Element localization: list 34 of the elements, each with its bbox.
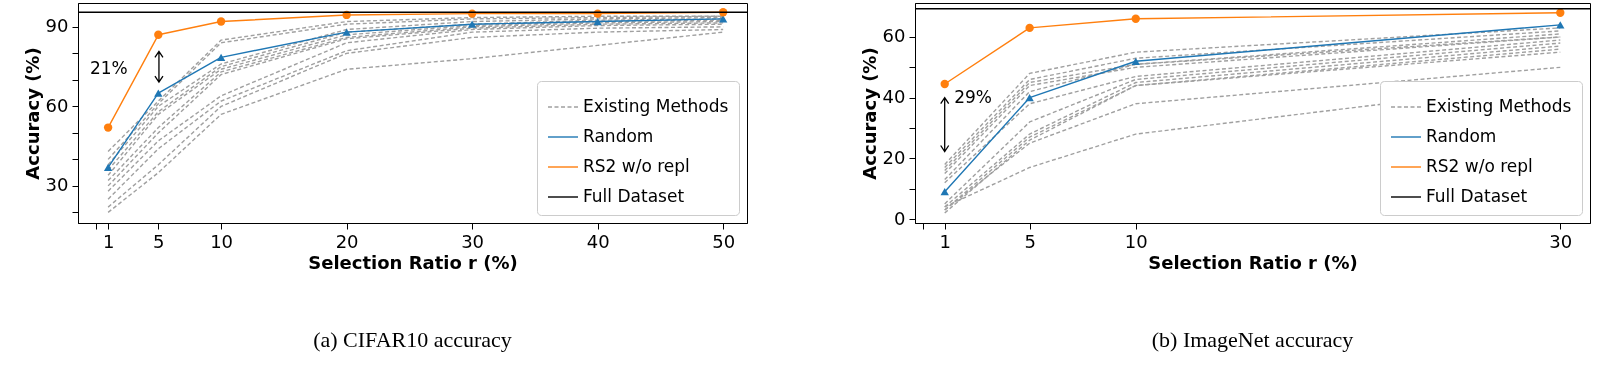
annotation: 21% bbox=[89, 58, 128, 78]
x-axis-title: Selection Ratio r (%) bbox=[1148, 251, 1358, 273]
y-tick-label: 30 bbox=[45, 174, 69, 196]
y-tick-label: 60 bbox=[45, 94, 69, 116]
x-tick-label: 40 bbox=[586, 230, 610, 252]
y-axis-title: Accuracy (%) bbox=[21, 47, 43, 180]
legend-label: Random bbox=[1426, 126, 1497, 146]
y-tick-label: 90 bbox=[45, 15, 69, 37]
x-tick-label: 30 bbox=[461, 230, 485, 252]
legend-label: RS2 w/o repl bbox=[583, 156, 690, 176]
text: (a) CIFAR10 accuracy bbox=[313, 327, 512, 352]
x-tick-label: 50 bbox=[712, 230, 736, 252]
y-tick-label: 40 bbox=[882, 86, 906, 108]
x-tick-label: 1 bbox=[102, 230, 115, 252]
y-tick-label: 20 bbox=[882, 146, 906, 168]
x-tick-label: 10 bbox=[1124, 230, 1148, 252]
legend-label: Existing Methods bbox=[583, 96, 729, 116]
x-tick-label: 20 bbox=[335, 230, 359, 252]
legend-label: Random bbox=[583, 126, 654, 146]
y-axis-title: Accuracy (%) bbox=[858, 47, 880, 180]
x-tick-label: 10 bbox=[210, 230, 234, 252]
legend-label: RS2 w/o repl bbox=[1426, 156, 1533, 176]
legend-label: Full Dataset bbox=[583, 186, 685, 206]
legend-label: Existing Methods bbox=[1426, 96, 1572, 116]
text: (b) ImageNet accuracy bbox=[1151, 327, 1354, 352]
x-tick-label: 5 bbox=[153, 230, 165, 252]
annotation: 29% bbox=[954, 86, 992, 107]
y-tick-label: 60 bbox=[882, 25, 906, 47]
x-tick-label: 1 bbox=[939, 230, 951, 252]
legend-label: Full Dataset bbox=[1426, 186, 1528, 206]
x-tick-label: 5 bbox=[1024, 230, 1036, 252]
x-tick-label: 30 bbox=[1549, 230, 1573, 252]
y-tick-label: 0 bbox=[894, 207, 906, 229]
x-axis-title: Selection Ratio r (%) bbox=[308, 251, 518, 273]
